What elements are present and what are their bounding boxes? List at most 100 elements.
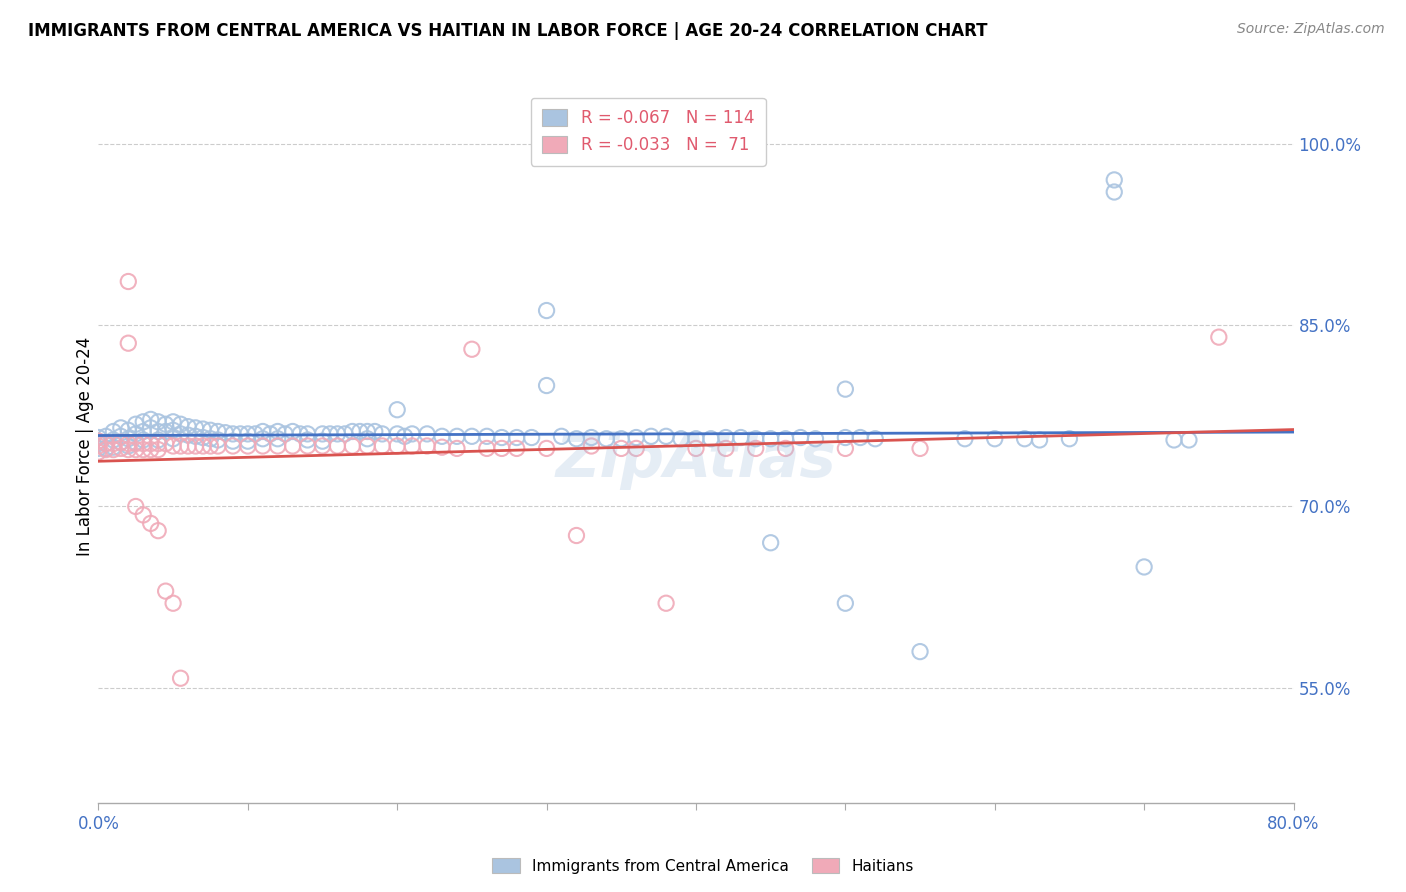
Point xyxy=(655,596,678,610)
Point xyxy=(132,508,155,522)
Point xyxy=(908,645,931,659)
Legend: Immigrants from Central America, Haitians: Immigrants from Central America, Haitian… xyxy=(486,852,920,880)
Point xyxy=(169,671,191,685)
Point xyxy=(87,439,110,453)
Point xyxy=(849,431,872,445)
Point xyxy=(356,425,378,439)
Point xyxy=(252,425,274,439)
Point xyxy=(1014,432,1036,446)
Point xyxy=(953,432,976,446)
Point xyxy=(475,429,498,443)
Point xyxy=(626,442,648,456)
Point xyxy=(103,442,125,457)
Point xyxy=(184,421,207,435)
Point xyxy=(430,429,453,443)
Point xyxy=(117,275,139,289)
Point xyxy=(506,431,529,445)
Point xyxy=(759,535,782,549)
Point xyxy=(267,425,290,439)
Point xyxy=(87,434,110,449)
Point xyxy=(430,440,453,454)
Point xyxy=(222,426,245,441)
Point xyxy=(536,303,558,318)
Point xyxy=(162,423,184,437)
Point xyxy=(565,432,588,446)
Point xyxy=(236,439,259,453)
Point xyxy=(401,439,423,453)
Point xyxy=(94,436,117,450)
Point xyxy=(536,378,558,392)
Point xyxy=(177,428,200,442)
Point xyxy=(394,429,416,443)
Point xyxy=(565,528,588,542)
Point xyxy=(550,429,572,443)
Point xyxy=(222,439,245,453)
Point xyxy=(87,434,110,449)
Point xyxy=(669,432,692,446)
Point xyxy=(804,432,827,446)
Point xyxy=(139,516,162,531)
Point xyxy=(103,440,125,454)
Point xyxy=(155,584,177,599)
Point xyxy=(714,442,737,456)
Point xyxy=(125,426,148,441)
Point xyxy=(297,433,319,447)
Point xyxy=(177,439,200,453)
Point xyxy=(110,435,132,450)
Point xyxy=(245,426,267,441)
Point xyxy=(207,439,229,453)
Point xyxy=(461,343,484,357)
Point xyxy=(371,426,394,441)
Point xyxy=(200,423,222,437)
Point xyxy=(475,442,498,456)
Point xyxy=(110,435,132,450)
Point xyxy=(655,429,678,443)
Point xyxy=(745,442,768,456)
Point xyxy=(117,432,139,446)
Point xyxy=(908,442,931,456)
Point xyxy=(640,429,662,443)
Point xyxy=(281,425,304,439)
Point xyxy=(349,425,371,439)
Point xyxy=(236,434,259,449)
Point xyxy=(1178,433,1201,447)
Point xyxy=(1059,432,1081,446)
Point xyxy=(685,432,707,446)
Point xyxy=(416,426,439,441)
Point xyxy=(148,436,170,450)
Point xyxy=(1104,173,1126,187)
Text: Source: ZipAtlas.com: Source: ZipAtlas.com xyxy=(1237,22,1385,37)
Point xyxy=(177,419,200,434)
Point xyxy=(87,445,110,459)
Point xyxy=(626,431,648,445)
Point xyxy=(184,429,207,443)
Point xyxy=(139,421,162,435)
Point xyxy=(297,426,319,441)
Point xyxy=(132,436,155,450)
Point xyxy=(94,442,117,456)
Point xyxy=(834,442,856,456)
Point xyxy=(342,439,364,453)
Point xyxy=(745,432,768,446)
Point xyxy=(117,336,139,351)
Point xyxy=(162,432,184,446)
Point xyxy=(125,417,148,432)
Point xyxy=(267,432,290,446)
Point xyxy=(139,442,162,457)
Point xyxy=(1163,433,1185,447)
Point xyxy=(148,442,170,457)
Point xyxy=(371,439,394,453)
Point xyxy=(581,439,603,453)
Point xyxy=(87,431,110,445)
Text: IMMIGRANTS FROM CENTRAL AMERICA VS HAITIAN IN LABOR FORCE | AGE 20-24 CORRELATIO: IMMIGRANTS FROM CENTRAL AMERICA VS HAITI… xyxy=(28,22,987,40)
Point xyxy=(581,431,603,445)
Point xyxy=(162,596,184,610)
Point xyxy=(252,439,274,453)
Point xyxy=(775,442,797,456)
Point xyxy=(401,426,423,441)
Point xyxy=(311,426,333,441)
Point xyxy=(1133,560,1156,574)
Point xyxy=(775,432,797,446)
Point xyxy=(169,439,191,453)
Point xyxy=(125,436,148,450)
